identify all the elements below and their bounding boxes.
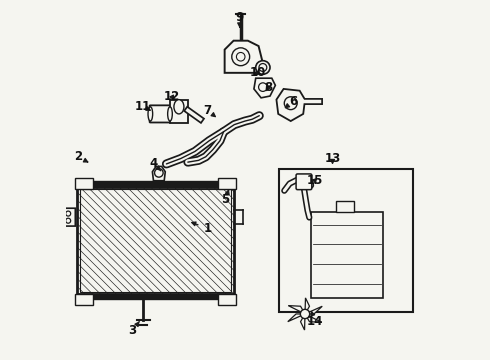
Ellipse shape: [174, 100, 184, 114]
Text: 12: 12: [164, 90, 180, 103]
Ellipse shape: [168, 107, 172, 121]
Text: 7: 7: [203, 104, 215, 117]
Polygon shape: [300, 314, 305, 330]
Ellipse shape: [148, 107, 153, 121]
Text: 10: 10: [249, 66, 266, 79]
Circle shape: [237, 53, 245, 61]
Text: 15: 15: [306, 174, 323, 186]
Bar: [80, 189, 231, 292]
Polygon shape: [305, 314, 322, 322]
Bar: [279, 169, 413, 312]
Text: 14: 14: [306, 311, 323, 328]
Polygon shape: [59, 208, 75, 226]
Circle shape: [154, 168, 163, 177]
Ellipse shape: [259, 64, 267, 71]
Bar: [218, 178, 236, 189]
Text: 8: 8: [264, 81, 272, 94]
Circle shape: [300, 309, 310, 319]
Text: 13: 13: [324, 152, 341, 165]
Polygon shape: [152, 166, 165, 181]
Bar: [336, 202, 354, 212]
FancyBboxPatch shape: [296, 174, 312, 190]
Polygon shape: [288, 306, 305, 314]
Polygon shape: [305, 306, 322, 314]
Polygon shape: [276, 89, 305, 121]
Bar: [77, 187, 234, 294]
Circle shape: [259, 83, 267, 91]
Ellipse shape: [256, 61, 270, 74]
Circle shape: [66, 211, 71, 216]
Polygon shape: [288, 314, 305, 322]
FancyBboxPatch shape: [149, 105, 171, 122]
Bar: [311, 212, 383, 298]
Polygon shape: [305, 298, 310, 314]
Circle shape: [232, 48, 249, 66]
Text: 11: 11: [135, 100, 151, 113]
Text: 2: 2: [74, 150, 88, 163]
Text: 1: 1: [192, 222, 212, 235]
Text: 9: 9: [236, 11, 244, 27]
Text: 6: 6: [285, 95, 297, 108]
Text: 3: 3: [128, 321, 139, 337]
Bar: [170, 100, 188, 123]
Polygon shape: [254, 78, 275, 98]
Text: 5: 5: [221, 190, 229, 206]
Bar: [75, 178, 93, 189]
Text: 4: 4: [150, 157, 161, 171]
Circle shape: [284, 97, 297, 110]
Bar: [75, 294, 93, 305]
Bar: [218, 294, 236, 305]
Polygon shape: [224, 41, 262, 73]
Circle shape: [66, 218, 71, 223]
